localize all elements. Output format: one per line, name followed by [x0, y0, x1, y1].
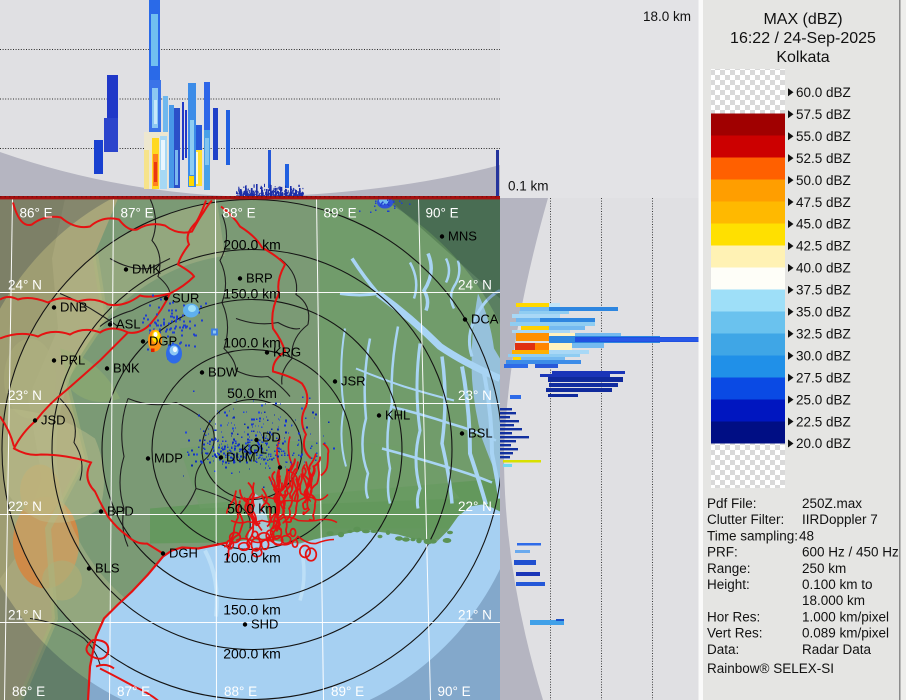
svg-text:24° N: 24° N	[458, 278, 492, 293]
svg-text:0.089 km/pixel: 0.089 km/pixel	[802, 626, 889, 641]
svg-text:Radar Data: Radar Data	[802, 642, 872, 657]
svg-text:Hor Res:: Hor Res:	[707, 609, 760, 624]
svg-text:57.5 dBZ: 57.5 dBZ	[796, 107, 851, 122]
svg-text:45.0 dBZ: 45.0 dBZ	[796, 217, 851, 232]
svg-text:86° E: 86° E	[20, 206, 53, 221]
svg-text:27.5 dBZ: 27.5 dBZ	[796, 370, 851, 385]
svg-text:23° N: 23° N	[458, 388, 492, 403]
svg-text:52.5 dBZ: 52.5 dBZ	[796, 151, 851, 166]
svg-text:22° N: 22° N	[8, 499, 42, 514]
svg-text:89° E: 89° E	[324, 206, 357, 221]
svg-text:18.000 km: 18.000 km	[802, 593, 865, 608]
svg-text:JSD: JSD	[41, 413, 66, 428]
svg-text:89° E: 89° E	[331, 684, 364, 699]
svg-text:DGH: DGH	[169, 546, 198, 561]
svg-text:Vert Res:: Vert Res:	[707, 626, 763, 641]
svg-text:250Z.max: 250Z.max	[802, 496, 862, 511]
svg-text:Height:: Height:	[707, 577, 750, 592]
svg-text:MDP: MDP	[154, 451, 183, 466]
svg-text:Pdf File:: Pdf File:	[707, 496, 757, 511]
svg-text:50.0 km: 50.0 km	[227, 501, 277, 517]
svg-text:PRF:: PRF:	[707, 545, 738, 560]
svg-text:KRG: KRG	[273, 345, 301, 360]
svg-text:200.0 km: 200.0 km	[223, 237, 281, 253]
svg-text:22° N: 22° N	[458, 499, 492, 514]
svg-text:PRL: PRL	[60, 353, 85, 368]
svg-text:100.0 km: 100.0 km	[223, 335, 281, 351]
svg-text:55.0 dBZ: 55.0 dBZ	[796, 129, 851, 144]
svg-text:SHD: SHD	[251, 617, 278, 632]
svg-text:25.0 dBZ: 25.0 dBZ	[796, 392, 851, 407]
svg-text:32.5 dBZ: 32.5 dBZ	[796, 326, 851, 341]
svg-text:BDW: BDW	[208, 365, 239, 380]
svg-text:KOL: KOL	[241, 442, 267, 457]
svg-text:150.0 km: 150.0 km	[223, 602, 281, 618]
svg-text:24° N: 24° N	[8, 278, 42, 293]
svg-text:18.0 km: 18.0 km	[643, 9, 691, 24]
svg-text:21° N: 21° N	[458, 608, 492, 623]
svg-text:Data:: Data:	[707, 642, 739, 657]
svg-text:86° E: 86° E	[12, 684, 45, 699]
svg-text:16:22 / 24-Sep-2025: 16:22 / 24-Sep-2025	[730, 30, 876, 47]
svg-text:BLS: BLS	[95, 561, 120, 576]
svg-text:IIRDoppler 7: IIRDoppler 7	[802, 512, 878, 527]
svg-text:DCA: DCA	[471, 312, 499, 327]
svg-text:Kolkata: Kolkata	[776, 49, 829, 66]
svg-text:1.000 km/pixel: 1.000 km/pixel	[802, 609, 889, 624]
svg-text:40.0 dBZ: 40.0 dBZ	[796, 261, 851, 276]
svg-text:Range:: Range:	[707, 561, 751, 576]
svg-text:60.0 dBZ: 60.0 dBZ	[796, 85, 851, 100]
svg-text:22.5 dBZ: 22.5 dBZ	[796, 414, 851, 429]
svg-text:ASL: ASL	[116, 317, 141, 332]
svg-text:BNK: BNK	[113, 361, 140, 376]
svg-text:90° E: 90° E	[426, 206, 459, 221]
svg-text:50.0 dBZ: 50.0 dBZ	[796, 173, 851, 188]
svg-text:37.5 dBZ: 37.5 dBZ	[796, 283, 851, 298]
svg-text:SUR: SUR	[172, 291, 199, 306]
svg-text:0.1 km: 0.1 km	[508, 179, 549, 194]
svg-text:90° E: 90° E	[438, 684, 471, 699]
svg-text:50.0 km: 50.0 km	[227, 385, 277, 401]
svg-text:BPD: BPD	[107, 504, 134, 519]
svg-text:MAX (dBZ): MAX (dBZ)	[763, 11, 842, 28]
svg-text:DGP: DGP	[149, 334, 177, 349]
svg-text:250 km: 250 km	[802, 561, 846, 576]
svg-text:21° N: 21° N	[8, 608, 42, 623]
svg-text:DMK: DMK	[132, 262, 161, 277]
svg-text:BSL: BSL	[468, 426, 493, 441]
svg-text:DNB: DNB	[60, 300, 87, 315]
svg-text:Clutter Filter:: Clutter Filter:	[707, 512, 784, 527]
svg-text:BRP: BRP	[246, 271, 273, 286]
svg-text:100.0 km: 100.0 km	[223, 550, 281, 566]
svg-text:35.0 dBZ: 35.0 dBZ	[796, 305, 851, 320]
svg-text:30.0 dBZ: 30.0 dBZ	[796, 348, 851, 363]
svg-text:0.100 km to: 0.100 km to	[802, 577, 873, 592]
svg-text:88° E: 88° E	[224, 684, 257, 699]
svg-text:87° E: 87° E	[117, 684, 150, 699]
svg-text:600 Hz / 450 Hz: 600 Hz / 450 Hz	[802, 545, 899, 560]
svg-text:42.5 dBZ: 42.5 dBZ	[796, 239, 851, 254]
svg-text:23° N: 23° N	[8, 388, 42, 403]
svg-text:47.5 dBZ: 47.5 dBZ	[796, 195, 851, 210]
svg-text:DUM: DUM	[226, 450, 256, 465]
svg-text:KHL: KHL	[385, 408, 410, 423]
svg-text:Rainbow® SELEX-SI: Rainbow® SELEX-SI	[707, 661, 834, 676]
svg-text:88° E: 88° E	[223, 206, 256, 221]
svg-text:87° E: 87° E	[121, 206, 154, 221]
svg-text:48: 48	[799, 528, 814, 543]
svg-text:JSR: JSR	[341, 374, 366, 389]
svg-text:20.0 dBZ: 20.0 dBZ	[796, 436, 851, 451]
svg-text:150.0 km: 150.0 km	[223, 286, 281, 302]
svg-text:200.0 km: 200.0 km	[223, 646, 281, 662]
svg-text:DD: DD	[262, 430, 281, 445]
svg-text:Time sampling:: Time sampling:	[707, 528, 798, 543]
svg-text:MNS: MNS	[448, 229, 477, 244]
